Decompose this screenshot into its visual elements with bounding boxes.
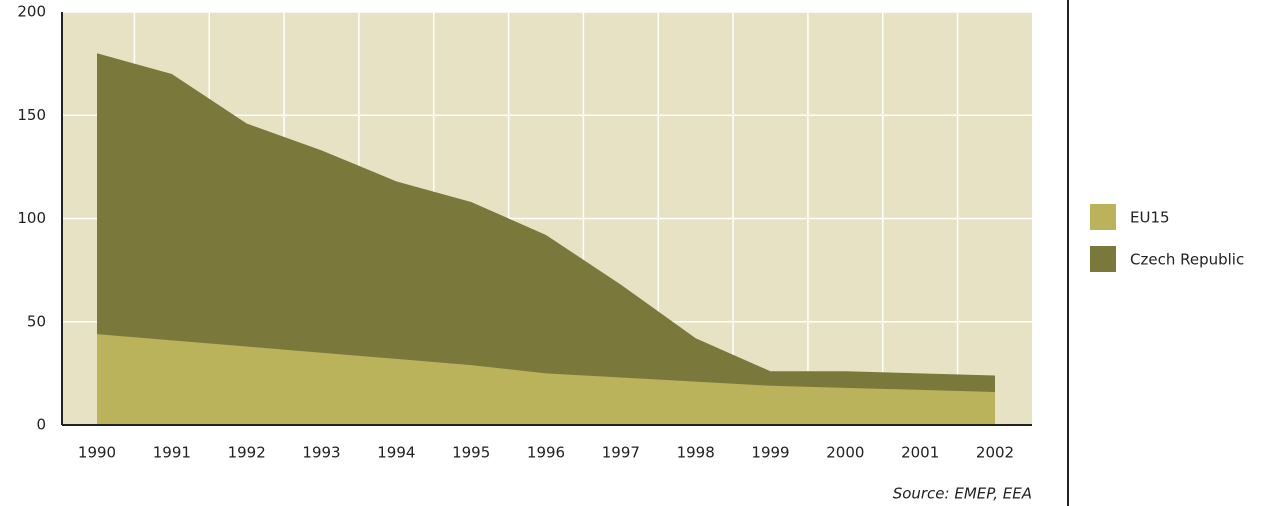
x-tick-label: 1991 <box>153 444 191 462</box>
x-tick-label: 1992 <box>228 444 266 462</box>
source-note: Source: EMEP, EEA <box>893 485 1032 503</box>
legend-swatch <box>1090 204 1116 230</box>
legend-label: Czech Republic <box>1130 251 1244 269</box>
x-tick-label: 1996 <box>527 444 565 462</box>
legend-swatch <box>1090 246 1116 272</box>
x-tick-label: 1994 <box>377 444 415 462</box>
y-tick-label: 150 <box>17 106 46 124</box>
legend-label: EU15 <box>1130 209 1170 227</box>
x-tick-label: 1990 <box>78 444 116 462</box>
x-tick-label: 2000 <box>826 444 864 462</box>
x-tick-label: 2002 <box>976 444 1014 462</box>
x-tick-label: 2001 <box>901 444 939 462</box>
y-tick-label: 100 <box>17 209 46 227</box>
x-tick-label: 1997 <box>602 444 640 462</box>
y-tick-label: 200 <box>17 3 46 21</box>
x-tick-label: 1995 <box>452 444 490 462</box>
x-tick-label: 1999 <box>751 444 789 462</box>
y-tick-label: 0 <box>36 416 46 434</box>
area <box>97 53 995 426</box>
y-tick-label: 50 <box>27 312 46 330</box>
area <box>97 334 995 425</box>
x-tick-label: 1993 <box>302 444 340 462</box>
x-tick-label: 1998 <box>677 444 715 462</box>
